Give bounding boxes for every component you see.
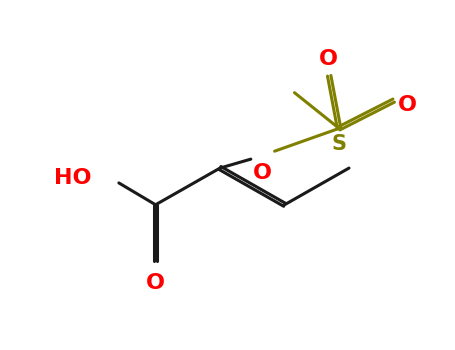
Text: O: O (253, 163, 272, 183)
Text: HO: HO (54, 168, 91, 188)
Text: O: O (398, 94, 417, 114)
Text: O: O (146, 273, 165, 293)
Text: O: O (318, 49, 338, 69)
Text: S: S (332, 134, 347, 154)
